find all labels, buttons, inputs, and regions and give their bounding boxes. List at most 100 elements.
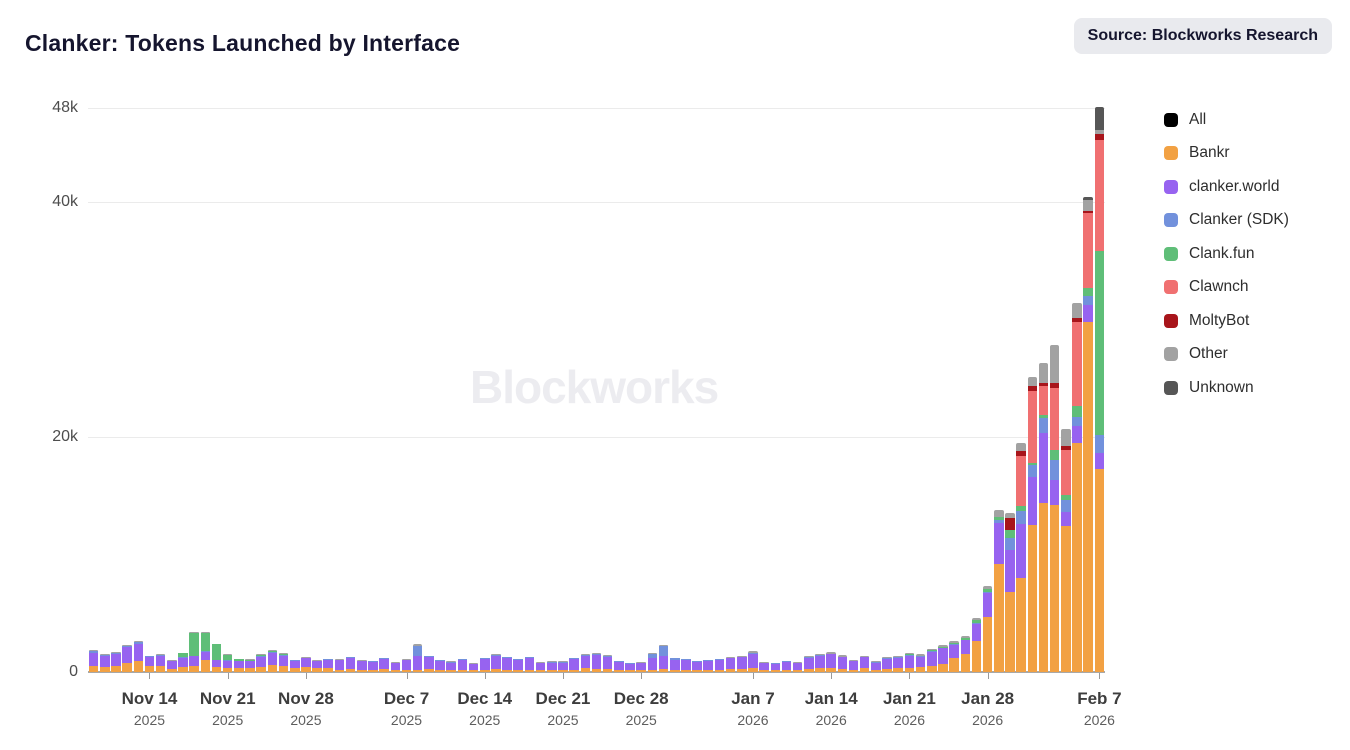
bar-nov-9[interactable] [88, 650, 99, 672]
bar-jan-31[interactable] [1016, 442, 1026, 672]
bar-jan-24[interactable] [938, 644, 948, 672]
bar-dec-31[interactable] [669, 657, 680, 672]
bar-jan-27[interactable] [971, 617, 982, 672]
bar-jan-16[interactable] [848, 660, 859, 672]
bar-nov-29[interactable] [312, 660, 322, 672]
bar-feb-4[interactable] [1061, 428, 1071, 672]
bar-dec-6[interactable] [390, 662, 401, 672]
bar-jan-9[interactable] [770, 662, 781, 672]
bar-dec-19[interactable] [535, 662, 546, 672]
bar-jan-29[interactable] [994, 509, 1004, 672]
legend-item-bankr[interactable]: Bankr [1164, 137, 1289, 171]
bar-nov-13[interactable] [133, 640, 144, 672]
legend-item-other[interactable]: Other [1164, 338, 1289, 372]
bar-jan-4[interactable] [714, 658, 725, 673]
legend-item-unknown[interactable]: Unknown [1164, 371, 1289, 405]
bar-jan-7[interactable] [748, 651, 758, 672]
bar-nov-15[interactable] [155, 654, 166, 672]
bar-dec-15[interactable] [491, 653, 501, 672]
bar-dec-28[interactable] [636, 662, 646, 672]
bar-dec-9[interactable] [424, 655, 434, 672]
legend-item-clawnch[interactable]: Clawnch [1164, 271, 1289, 305]
bar-jan-17[interactable] [859, 656, 870, 672]
bar-dec-21[interactable] [558, 661, 568, 672]
bar-nov-12[interactable] [122, 644, 132, 672]
bar-dec-11[interactable] [446, 661, 456, 672]
bar-dec-5[interactable] [379, 657, 389, 672]
bar-dec-2[interactable] [345, 656, 356, 672]
bar-dec-27[interactable] [625, 662, 635, 672]
bar-nov-24[interactable] [256, 653, 266, 672]
bar-nov-25[interactable] [267, 649, 278, 672]
bar-nov-28[interactable] [301, 657, 311, 672]
bar-feb-6[interactable] [1083, 197, 1093, 672]
bar-nov-26[interactable] [278, 653, 289, 672]
bar-nov-30[interactable] [323, 658, 334, 673]
bar-dec-24[interactable] [591, 652, 602, 672]
bar-jan-23[interactable] [926, 649, 937, 672]
bar-dec-22[interactable] [569, 657, 579, 672]
bar-jan-13[interactable] [815, 653, 825, 672]
bar-jan-3[interactable] [703, 659, 714, 672]
bar-jan-18[interactable] [871, 661, 881, 672]
bar-dec-3[interactable] [357, 660, 367, 672]
bar-jan-28[interactable] [982, 586, 993, 672]
legend-item-clanker-sdk-[interactable]: Clanker (SDK) [1164, 204, 1289, 238]
bar-feb-1[interactable] [1027, 377, 1038, 672]
legend-item-all[interactable]: All [1164, 103, 1289, 137]
bar-dec-16[interactable] [502, 656, 512, 672]
bar-dec-26[interactable] [614, 660, 624, 672]
legend-item-clanker-world[interactable]: clanker.world [1164, 170, 1289, 204]
bar-dec-20[interactable] [547, 661, 557, 672]
bar-nov-17[interactable] [178, 652, 188, 672]
bar-nov-19[interactable] [200, 632, 211, 672]
legend-item-clank-fun[interactable]: Clank.fun [1164, 237, 1289, 271]
bar-nov-11[interactable] [111, 652, 121, 672]
bar-jan-12[interactable] [804, 656, 814, 672]
bar-jan-2[interactable] [692, 660, 702, 672]
legend-item-moltybot[interactable]: MoltyBot [1164, 304, 1289, 338]
bar-jan-20[interactable] [893, 655, 904, 672]
bar-dec-7[interactable] [401, 659, 412, 672]
bar-dec-18[interactable] [524, 656, 535, 672]
bar-jan-5[interactable] [725, 657, 736, 672]
bar-dec-8[interactable] [412, 644, 423, 672]
bar-dec-14[interactable] [479, 657, 490, 672]
bar-nov-21[interactable] [222, 654, 233, 672]
bar-feb-7[interactable] [1094, 106, 1105, 672]
bar-dec-13[interactable] [468, 663, 479, 672]
bar-dec-12[interactable] [457, 658, 468, 673]
bar-nov-23[interactable] [245, 659, 255, 672]
bar-jan-8[interactable] [759, 662, 769, 672]
bar-jan-25[interactable] [949, 640, 959, 672]
bar-feb-3[interactable] [1049, 345, 1060, 672]
bar-jan-15[interactable] [837, 654, 848, 672]
bar-jan-14[interactable] [826, 652, 836, 672]
bar-jan-21[interactable] [904, 652, 915, 672]
bar-dec-10[interactable] [435, 659, 445, 672]
bar-nov-22[interactable] [234, 658, 244, 673]
bar-nov-27[interactable] [289, 659, 300, 672]
bar-nov-20[interactable] [211, 643, 222, 672]
bar-jan-11[interactable] [792, 662, 803, 672]
bar-jan-10[interactable] [781, 660, 792, 672]
bar-feb-5[interactable] [1072, 303, 1082, 672]
bar-feb-2[interactable] [1038, 362, 1049, 672]
bar-dec-25[interactable] [602, 654, 613, 672]
bar-jan-19[interactable] [882, 657, 892, 672]
bar-dec-4[interactable] [368, 660, 378, 672]
bar-dec-17[interactable] [513, 658, 524, 673]
bar-jan-6[interactable] [736, 655, 747, 672]
bar-nov-16[interactable] [167, 660, 177, 672]
bar-nov-18[interactable] [189, 632, 199, 672]
bar-dec-30[interactable] [658, 644, 669, 672]
bar-dec-1[interactable] [334, 659, 345, 672]
bar-dec-29[interactable] [647, 653, 658, 672]
bar-dec-23[interactable] [580, 653, 591, 672]
bar-jan-22[interactable] [915, 654, 926, 672]
bar-nov-14[interactable] [144, 655, 155, 672]
bar-jan-30[interactable] [1005, 513, 1015, 672]
bar-nov-10[interactable] [99, 654, 110, 672]
bar-jan-1[interactable] [681, 658, 691, 673]
bar-jan-26[interactable] [960, 636, 971, 672]
